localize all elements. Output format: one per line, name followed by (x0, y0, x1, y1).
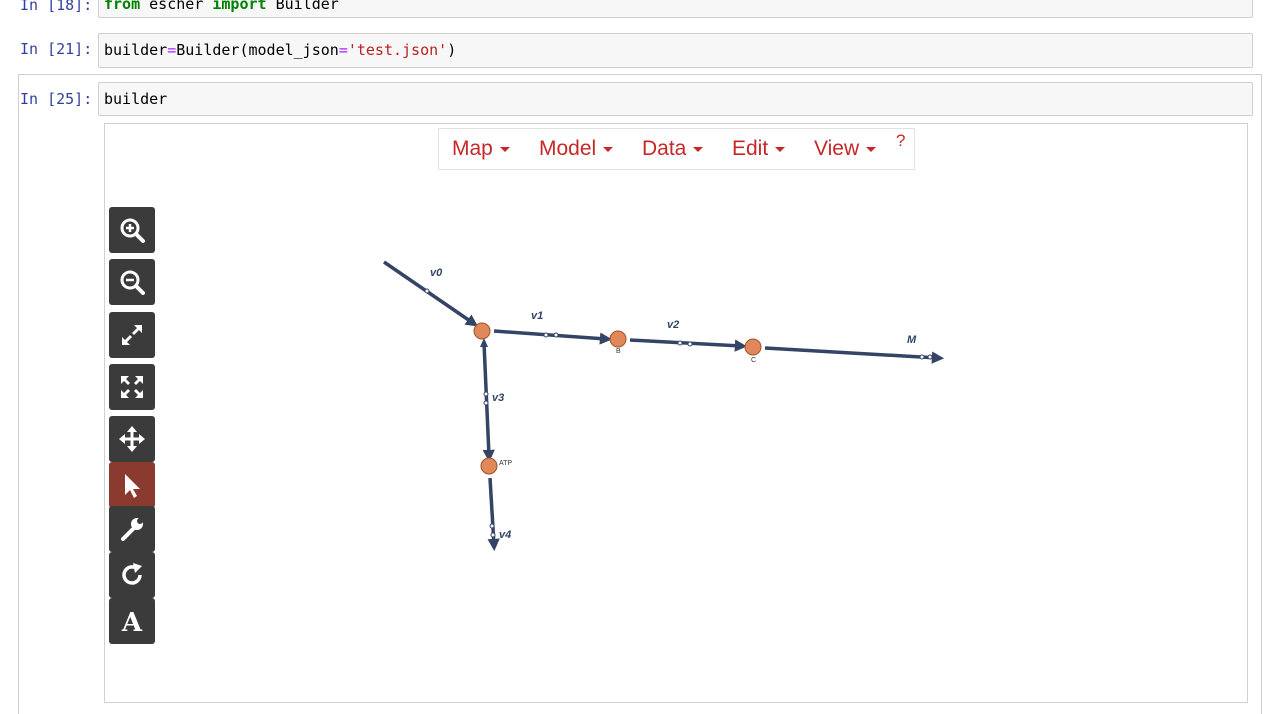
fit-screen-icon (121, 376, 143, 398)
active-cell-border (18, 74, 1262, 714)
code-text: escher (140, 0, 213, 13)
menu-label: Model (539, 137, 597, 160)
cell-prompt: In [25]: (20, 90, 93, 108)
expand-icon (122, 325, 142, 345)
zoom-in-icon (120, 218, 145, 243)
caret-down-icon (775, 146, 786, 152)
text-button[interactable]: A (109, 598, 155, 644)
pan-icon (119, 426, 145, 452)
wrench-icon (121, 518, 143, 541)
caret-down-icon (499, 146, 510, 152)
zoom-in-button[interactable] (109, 207, 155, 253)
menu-data[interactable]: Data (642, 137, 704, 161)
svg-text:A: A (121, 608, 143, 635)
caret-down-icon (693, 146, 704, 152)
caret-down-icon (866, 146, 877, 152)
menu-map[interactable]: Map (452, 137, 510, 161)
code-operator: = (167, 41, 177, 59)
code-text: ) (447, 41, 457, 59)
code-string: 'test.json' (347, 41, 448, 59)
code-text: Builder(model_json (176, 41, 339, 59)
edit-tool-button[interactable] (109, 506, 155, 552)
menu-model[interactable]: Model (539, 137, 614, 161)
code-cell-18[interactable]: In [18]: from escher import Builder (0, 0, 1262, 18)
code-keyword: from (104, 0, 141, 13)
menu-label: Data (642, 137, 687, 160)
menu-label: Edit (732, 137, 769, 160)
zoom-out-button[interactable] (109, 259, 155, 305)
menu-label: View (814, 137, 860, 160)
code-input[interactable]: builder=Builder(model_json='test.json') (98, 33, 1253, 68)
rotate-icon (122, 563, 142, 585)
code-operator: = (338, 41, 348, 59)
pan-button[interactable] (109, 416, 155, 462)
zoom-out-icon (120, 270, 145, 295)
menu-view[interactable]: View (814, 137, 877, 161)
code-text: builder (104, 41, 168, 59)
select-pointer-icon (125, 474, 140, 498)
help-button[interactable]: ? (896, 131, 906, 150)
cell-prompt: In [18]: (20, 0, 93, 14)
code-text: builder (104, 90, 168, 108)
escher-menu-bar: Map Model Data Edit View (438, 128, 915, 170)
fit-canvas-button[interactable] (109, 364, 155, 410)
code-cell-21[interactable]: In [21]: builder=Builder(model_json='tes… (0, 33, 1262, 69)
menu-edit[interactable]: Edit (732, 137, 786, 161)
cell-prompt: In [21]: (20, 40, 93, 58)
zoom-extent-button[interactable] (109, 312, 155, 358)
escher-builder-output[interactable] (104, 123, 1248, 703)
code-text: Builder (266, 0, 339, 13)
menu-label: Map (452, 137, 493, 160)
select-button[interactable] (109, 462, 155, 508)
code-keyword: import (212, 0, 267, 13)
code-input[interactable]: builder (98, 82, 1253, 116)
caret-down-icon (603, 146, 614, 152)
code-input[interactable]: from escher import Builder (98, 0, 1253, 18)
text-icon: A (121, 608, 143, 635)
rotate-button[interactable] (109, 552, 155, 598)
